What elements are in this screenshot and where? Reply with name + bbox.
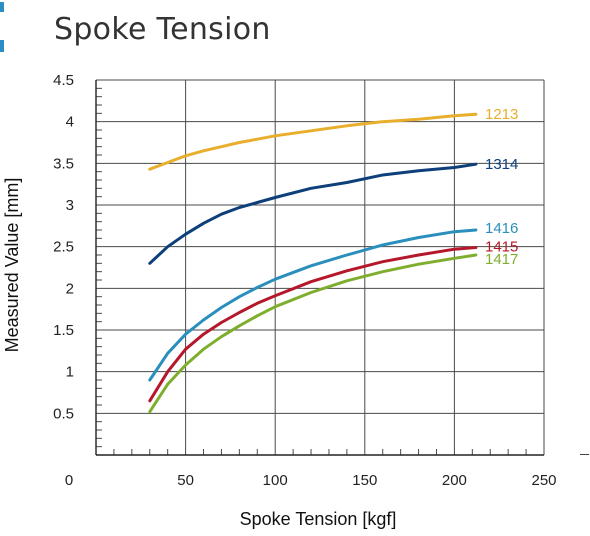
y-tick-label: 2.5 — [53, 239, 74, 256]
series-label-1417: 1417 — [485, 251, 518, 268]
series-line-1314 — [148, 162, 478, 265]
tick-labels: 0 50 100 150 200 250 0.5 1 1.5 2 2.5 3 3.5 4 4.5 — [53, 72, 556, 489]
y-tick-label: 4 — [66, 114, 74, 131]
y-tick-label: 2 — [66, 280, 74, 297]
y-axis-label: Measured Value [mm] — [2, 178, 22, 353]
accent-bar-segment — [0, 40, 4, 52]
y-tick-label: 1 — [66, 364, 74, 381]
x-tick-label: 100 — [263, 472, 288, 489]
series-line-1417 — [148, 253, 478, 414]
stray-tick-mark — [580, 454, 589, 455]
x-tick-label: 0 — [65, 472, 73, 489]
series-line-1416 — [148, 228, 478, 382]
x-tick-label: 250 — [531, 472, 556, 489]
y-tick-label: 0.5 — [53, 405, 74, 422]
accent-bar-segment — [0, 2, 4, 12]
page-title: Spoke Tension — [54, 12, 271, 47]
grid-lines — [96, 79, 545, 455]
series-line-1213 — [148, 112, 478, 171]
minor-ticks — [96, 87, 527, 455]
series-label-1416: 1416 — [485, 220, 518, 237]
axes — [95, 80, 544, 456]
y-tick-label: 3.5 — [53, 155, 74, 172]
series-label-1213: 1213 — [485, 106, 518, 123]
y-tick-label: 1.5 — [53, 322, 74, 339]
y-tick-label: 4.5 — [53, 72, 74, 89]
x-tick-label: 200 — [442, 472, 467, 489]
x-axis-label: Spoke Tension [kgf] — [240, 509, 397, 529]
series-label-1415: 1415 — [485, 239, 518, 256]
y-tick-label: 3 — [66, 197, 74, 214]
x-tick-label: 50 — [177, 472, 194, 489]
series-label-1314: 1314 — [485, 156, 518, 173]
accent-bar — [0, 2, 4, 52]
x-tick-label: 150 — [352, 472, 377, 489]
series-line-1415 — [148, 246, 478, 403]
series-lines — [148, 112, 478, 414]
